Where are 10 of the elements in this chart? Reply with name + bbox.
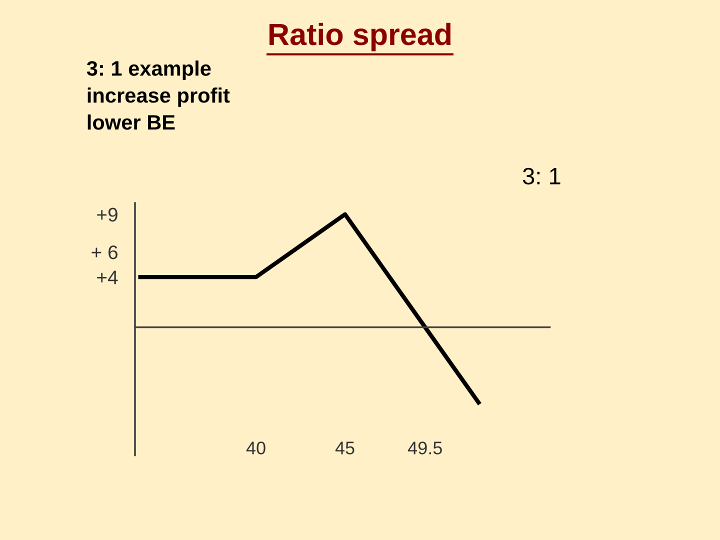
text: 3: 1 example increase profit lower BE (86, 60, 230, 130)
x-tick-label: 45 (335, 442, 354, 454)
x-tick-label: 40 (246, 442, 266, 454)
y-tick-label: + 6 (92, 245, 118, 260)
x-tick-label: 49.5 (408, 442, 442, 454)
chart-title: Ratio spread (270, 22, 451, 52)
line-series (138, 212, 481, 405)
text: 3: 1 (522, 168, 560, 185)
y-tick-label: +4 (97, 270, 118, 284)
y-tick-label: +9 (97, 208, 118, 222)
